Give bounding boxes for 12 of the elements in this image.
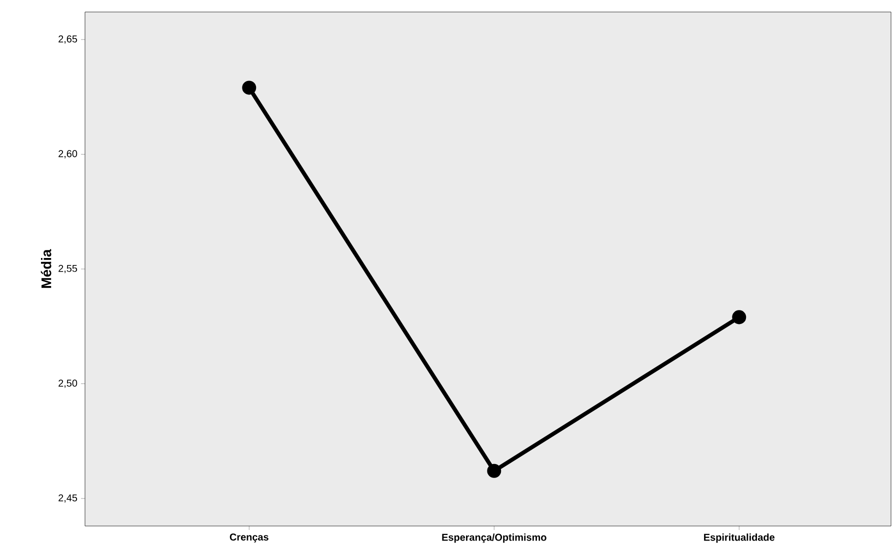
y-tick-label: 2,50 [58,380,78,388]
y-tick-label: 2,60 [58,150,78,158]
point [487,464,502,478]
y-tick-label: 2,55 [58,264,78,274]
x-tick-label: Crenças [230,534,268,543]
point [732,310,746,324]
point [242,80,256,95]
x-tick-label: Esperança/Optimismo [442,534,546,543]
x-tick-label: Espiritualidade [704,534,774,543]
y-tick-label: 2,45 [58,494,78,503]
y-tick-label: 2,65 [58,35,78,44]
y-axis-title: Média [40,249,52,288]
